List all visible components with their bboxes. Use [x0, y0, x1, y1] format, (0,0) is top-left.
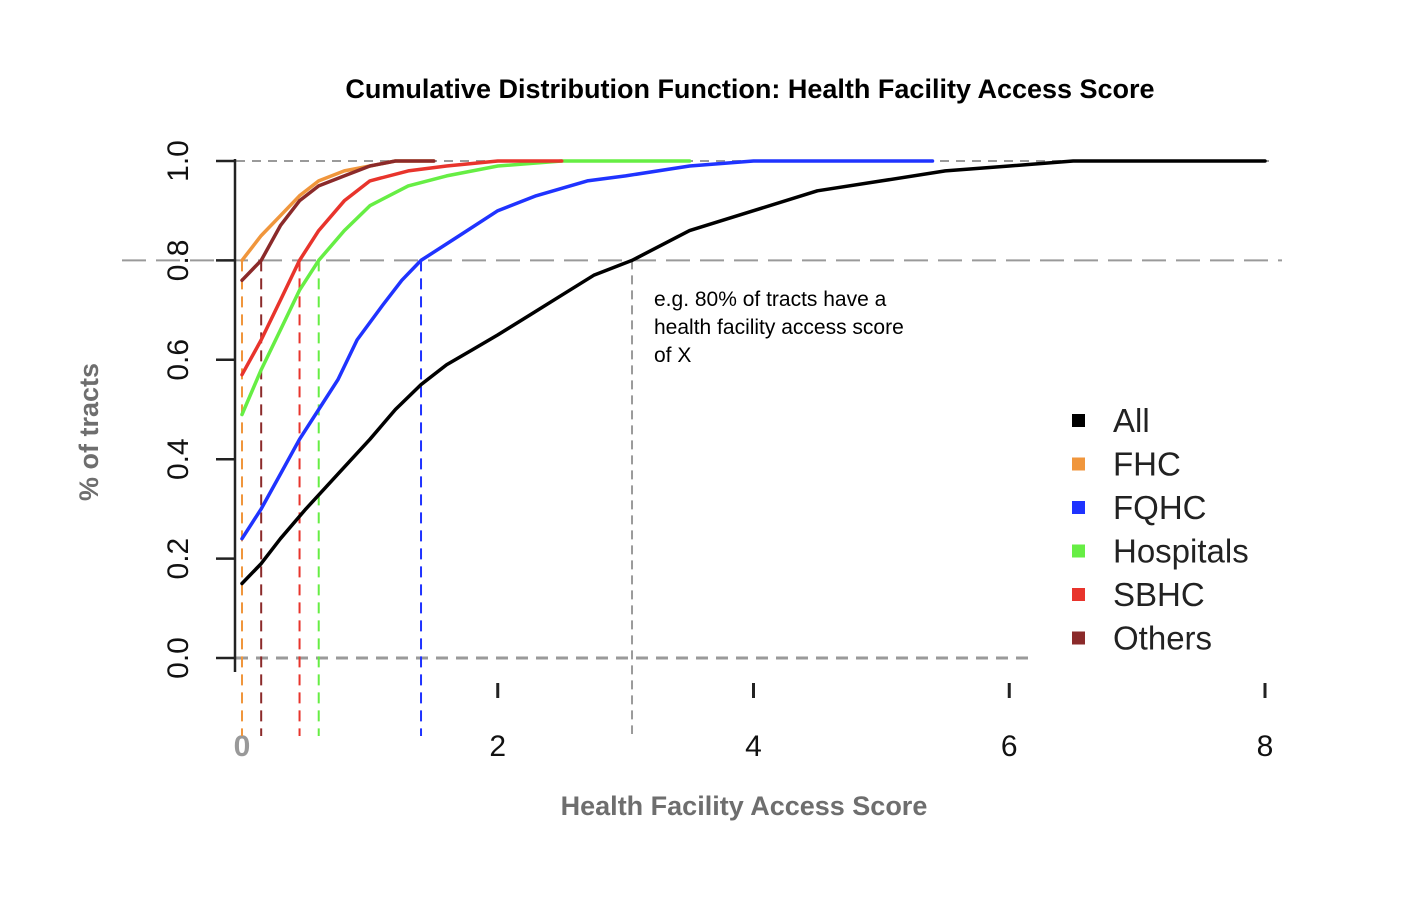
y-axis-label: % of tracts	[74, 363, 104, 501]
reference-lines	[122, 160, 1282, 660]
legend-label-hospitals: Hospitals	[1113, 533, 1249, 570]
x-tick-label-3: 6	[1001, 730, 1018, 763]
x-tick-label-2: 4	[745, 730, 762, 763]
legend-swatch-fqhc	[1072, 501, 1085, 514]
legend-swatch-sbhc	[1072, 588, 1085, 601]
annotation-line-3: of X	[654, 344, 691, 367]
legend-swatch-all	[1072, 414, 1085, 427]
series-line-fqhc	[240, 159, 935, 541]
series-line-hospitals	[240, 159, 692, 417]
legend-label-fqhc: FQHC	[1113, 489, 1207, 526]
legend-label-fhc: FHC	[1113, 446, 1181, 483]
legend-swatch-fhc	[1072, 457, 1085, 471]
series-line-others	[240, 159, 436, 283]
legend-swatch-hospitals	[1072, 544, 1085, 558]
axes: 0.0 0.2 0.4 0.6 0.8 1.0 0 2 4 6 8	[162, 140, 1273, 763]
y-tick-label-3: 0.6	[162, 339, 195, 381]
legend-label-sbhc: SBHC	[1113, 576, 1205, 613]
y-tick-label-5: 1.0	[162, 140, 195, 182]
series-line-sbhc	[240, 159, 564, 377]
chart-title: Cumulative Distribution Function: Health…	[345, 74, 1154, 104]
legend-label-all: All	[1113, 402, 1150, 439]
x-axis-label: Health Facility Access Score	[561, 791, 928, 821]
legend: All FHC FQHC Hospitals SBHC Others	[1072, 402, 1249, 657]
y-tick-label-0: 0.0	[162, 637, 195, 679]
x-tick-label-4: 8	[1257, 730, 1274, 763]
legend-swatch-others	[1072, 631, 1085, 645]
y-tick-label-4: 0.8	[162, 240, 195, 282]
legend-label-others: Others	[1113, 620, 1212, 657]
x-tick-label-0: 0	[234, 730, 251, 763]
annotation-line-1: e.g. 80% of tracts have a	[654, 288, 887, 311]
annotation-line-2: health facility access score	[654, 316, 904, 339]
x80-drop-lines	[241, 260, 634, 736]
x-tick-label-1: 2	[489, 730, 506, 763]
series-line-all	[240, 159, 1267, 586]
y-tick-label-2: 0.4	[162, 438, 195, 480]
series-lines	[240, 159, 1267, 586]
y-tick-label-1: 0.2	[162, 538, 195, 580]
